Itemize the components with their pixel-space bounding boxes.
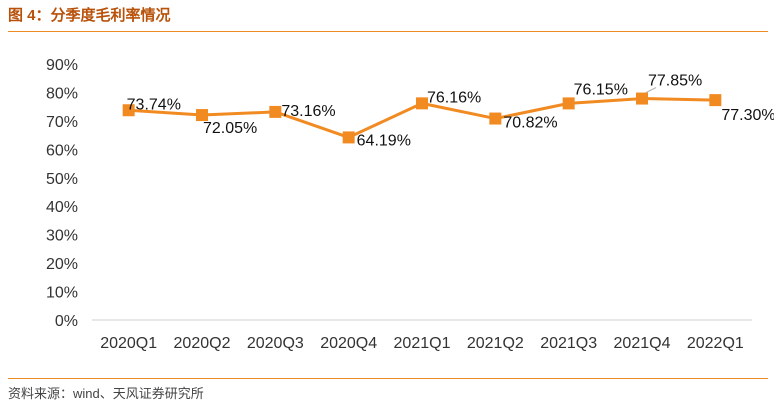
x-tick-label: 2021Q4 xyxy=(614,335,671,352)
y-tick-label: 80% xyxy=(46,85,78,102)
data-point-marker xyxy=(269,105,282,118)
y-tick-label: 30% xyxy=(46,228,78,245)
series-line xyxy=(122,92,722,144)
x-tick-label: 2021Q3 xyxy=(540,335,597,352)
data-labels: 73.74% 72.05% 73.16% 64.19% 76.16% 70.82% 76.1… xyxy=(127,73,774,150)
x-tick-label: 2022Q1 xyxy=(687,335,744,352)
x-tick-label: 2021Q1 xyxy=(394,335,451,352)
data-label: 64.19% xyxy=(357,132,411,149)
data-point-marker xyxy=(196,109,208,122)
data-point-marker xyxy=(416,97,428,110)
y-tick-label: 70% xyxy=(46,114,78,131)
x-tick-label: 2020Q3 xyxy=(247,335,304,352)
source-divider xyxy=(8,378,768,379)
y-tick-label: 10% xyxy=(46,285,78,302)
title-divider xyxy=(8,31,768,32)
data-label: 76.16% xyxy=(427,89,481,106)
data-label: 73.74% xyxy=(127,96,181,113)
y-axis-ticks: 0% 10% 20% 30% 40% 50% 60% 70% 80% 90% xyxy=(46,57,78,330)
figure-title: 图 4：分季度毛利率情况 xyxy=(8,7,171,24)
data-point-marker xyxy=(489,112,502,125)
y-tick-label: 0% xyxy=(55,313,78,330)
data-label: 70.82% xyxy=(503,115,557,132)
data-point-marker xyxy=(562,97,575,110)
label-leader-line xyxy=(645,87,657,94)
source-note: 资料来源：wind、天风证券研究所 xyxy=(8,386,204,401)
data-label: 77.85% xyxy=(648,73,702,90)
data-label: 77.30% xyxy=(721,107,774,124)
data-point-marker xyxy=(122,104,135,117)
x-tick-label: 2020Q2 xyxy=(174,335,231,352)
y-tick-label: 40% xyxy=(46,199,78,216)
data-label: 73.16% xyxy=(281,103,335,120)
x-tick-label: 2020Q1 xyxy=(100,335,157,352)
y-tick-label: 20% xyxy=(46,256,78,273)
x-tick-label: 2021Q2 xyxy=(467,335,524,352)
x-tick-label: 2020Q4 xyxy=(320,335,377,352)
x-axis-ticks: 2020Q1 2020Q2 2020Q3 2020Q4 2021Q1 2021Q2 2021… xyxy=(100,335,744,352)
data-label: 76.15% xyxy=(574,81,628,98)
y-tick-label: 60% xyxy=(46,142,78,159)
data-label: 72.05% xyxy=(203,120,257,137)
data-point-marker xyxy=(342,131,355,144)
data-point-marker xyxy=(709,94,722,107)
y-tick-label: 90% xyxy=(46,57,78,74)
data-point-marker xyxy=(636,92,648,105)
y-tick-label: 50% xyxy=(46,171,78,188)
